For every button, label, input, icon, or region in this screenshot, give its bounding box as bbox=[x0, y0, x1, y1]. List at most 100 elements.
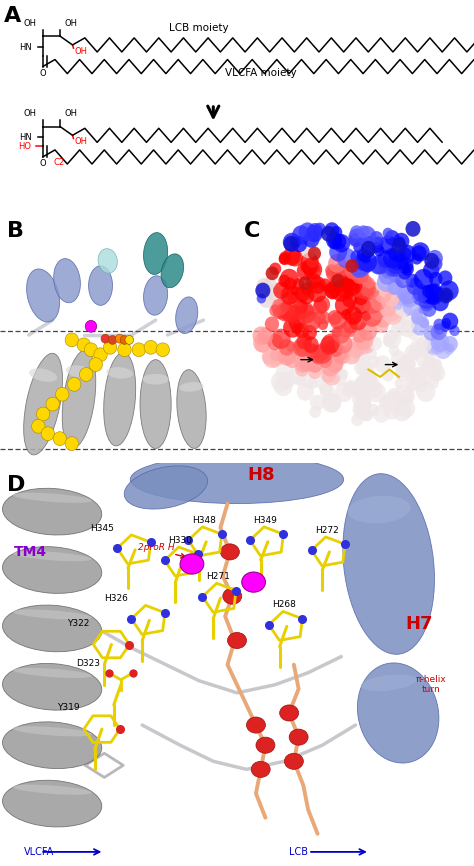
Circle shape bbox=[256, 294, 266, 303]
Circle shape bbox=[383, 248, 402, 268]
Circle shape bbox=[308, 365, 321, 379]
Circle shape bbox=[396, 293, 409, 306]
Circle shape bbox=[278, 275, 291, 288]
Circle shape bbox=[418, 286, 435, 304]
Circle shape bbox=[421, 357, 438, 374]
Circle shape bbox=[392, 238, 406, 254]
Circle shape bbox=[302, 259, 318, 275]
Circle shape bbox=[299, 223, 317, 241]
Circle shape bbox=[359, 279, 376, 297]
Circle shape bbox=[301, 282, 313, 295]
Circle shape bbox=[313, 223, 326, 236]
Circle shape bbox=[363, 367, 375, 380]
Circle shape bbox=[317, 347, 330, 360]
Circle shape bbox=[412, 245, 427, 261]
Circle shape bbox=[355, 291, 368, 306]
Text: C: C bbox=[244, 222, 260, 242]
Circle shape bbox=[355, 406, 366, 418]
Circle shape bbox=[363, 308, 381, 326]
Circle shape bbox=[94, 348, 107, 362]
Circle shape bbox=[288, 367, 304, 385]
Circle shape bbox=[328, 254, 346, 273]
Circle shape bbox=[287, 249, 303, 267]
Circle shape bbox=[301, 261, 312, 273]
Circle shape bbox=[342, 381, 357, 397]
Circle shape bbox=[388, 249, 400, 261]
Circle shape bbox=[253, 333, 271, 352]
Circle shape bbox=[368, 356, 380, 368]
Circle shape bbox=[180, 554, 204, 574]
Circle shape bbox=[278, 372, 295, 389]
Circle shape bbox=[303, 260, 322, 280]
Circle shape bbox=[379, 236, 397, 255]
Circle shape bbox=[270, 357, 280, 368]
Circle shape bbox=[366, 382, 386, 402]
Circle shape bbox=[400, 389, 415, 404]
Circle shape bbox=[220, 544, 239, 560]
Circle shape bbox=[319, 278, 331, 291]
Circle shape bbox=[297, 383, 314, 401]
Ellipse shape bbox=[361, 675, 417, 691]
Circle shape bbox=[350, 258, 368, 277]
Circle shape bbox=[309, 345, 327, 363]
Circle shape bbox=[279, 254, 289, 265]
Circle shape bbox=[449, 326, 460, 336]
Ellipse shape bbox=[89, 266, 112, 306]
Circle shape bbox=[358, 252, 377, 272]
Circle shape bbox=[389, 345, 400, 356]
Text: H7: H7 bbox=[406, 616, 433, 633]
Circle shape bbox=[345, 261, 363, 279]
Circle shape bbox=[283, 290, 296, 305]
Circle shape bbox=[391, 314, 406, 330]
Circle shape bbox=[399, 320, 416, 337]
Circle shape bbox=[115, 334, 124, 343]
Circle shape bbox=[299, 276, 311, 290]
Circle shape bbox=[388, 278, 403, 294]
Circle shape bbox=[432, 294, 449, 311]
Circle shape bbox=[364, 277, 375, 288]
Circle shape bbox=[365, 371, 377, 384]
Circle shape bbox=[422, 301, 437, 317]
Circle shape bbox=[328, 356, 344, 372]
Circle shape bbox=[361, 275, 372, 287]
Circle shape bbox=[103, 340, 117, 354]
Circle shape bbox=[416, 338, 428, 351]
Ellipse shape bbox=[357, 662, 439, 763]
Circle shape bbox=[396, 257, 408, 270]
Circle shape bbox=[280, 705, 299, 721]
Circle shape bbox=[320, 336, 338, 355]
Circle shape bbox=[438, 288, 453, 303]
Circle shape bbox=[257, 327, 273, 345]
Circle shape bbox=[273, 376, 292, 396]
Circle shape bbox=[292, 323, 301, 334]
Ellipse shape bbox=[2, 605, 102, 652]
Circle shape bbox=[144, 340, 157, 354]
Circle shape bbox=[377, 250, 394, 268]
Ellipse shape bbox=[343, 474, 435, 655]
Circle shape bbox=[310, 395, 325, 410]
Circle shape bbox=[223, 588, 242, 604]
Text: H345: H345 bbox=[90, 524, 114, 533]
Circle shape bbox=[283, 247, 301, 266]
Text: OH: OH bbox=[24, 109, 36, 118]
Circle shape bbox=[392, 249, 406, 262]
Circle shape bbox=[358, 343, 369, 354]
Circle shape bbox=[386, 258, 403, 277]
Circle shape bbox=[319, 382, 332, 397]
Circle shape bbox=[411, 254, 422, 265]
Text: HN: HN bbox=[19, 42, 32, 52]
Circle shape bbox=[301, 242, 317, 258]
Circle shape bbox=[369, 256, 387, 275]
Circle shape bbox=[331, 326, 342, 338]
Circle shape bbox=[440, 290, 452, 301]
Text: HO: HO bbox=[18, 142, 31, 151]
Circle shape bbox=[89, 358, 102, 372]
Circle shape bbox=[365, 377, 375, 387]
Circle shape bbox=[325, 264, 337, 277]
Circle shape bbox=[314, 296, 330, 313]
Circle shape bbox=[346, 327, 356, 337]
Circle shape bbox=[125, 335, 134, 345]
Circle shape bbox=[294, 374, 305, 386]
Circle shape bbox=[309, 229, 319, 240]
Circle shape bbox=[400, 248, 412, 260]
